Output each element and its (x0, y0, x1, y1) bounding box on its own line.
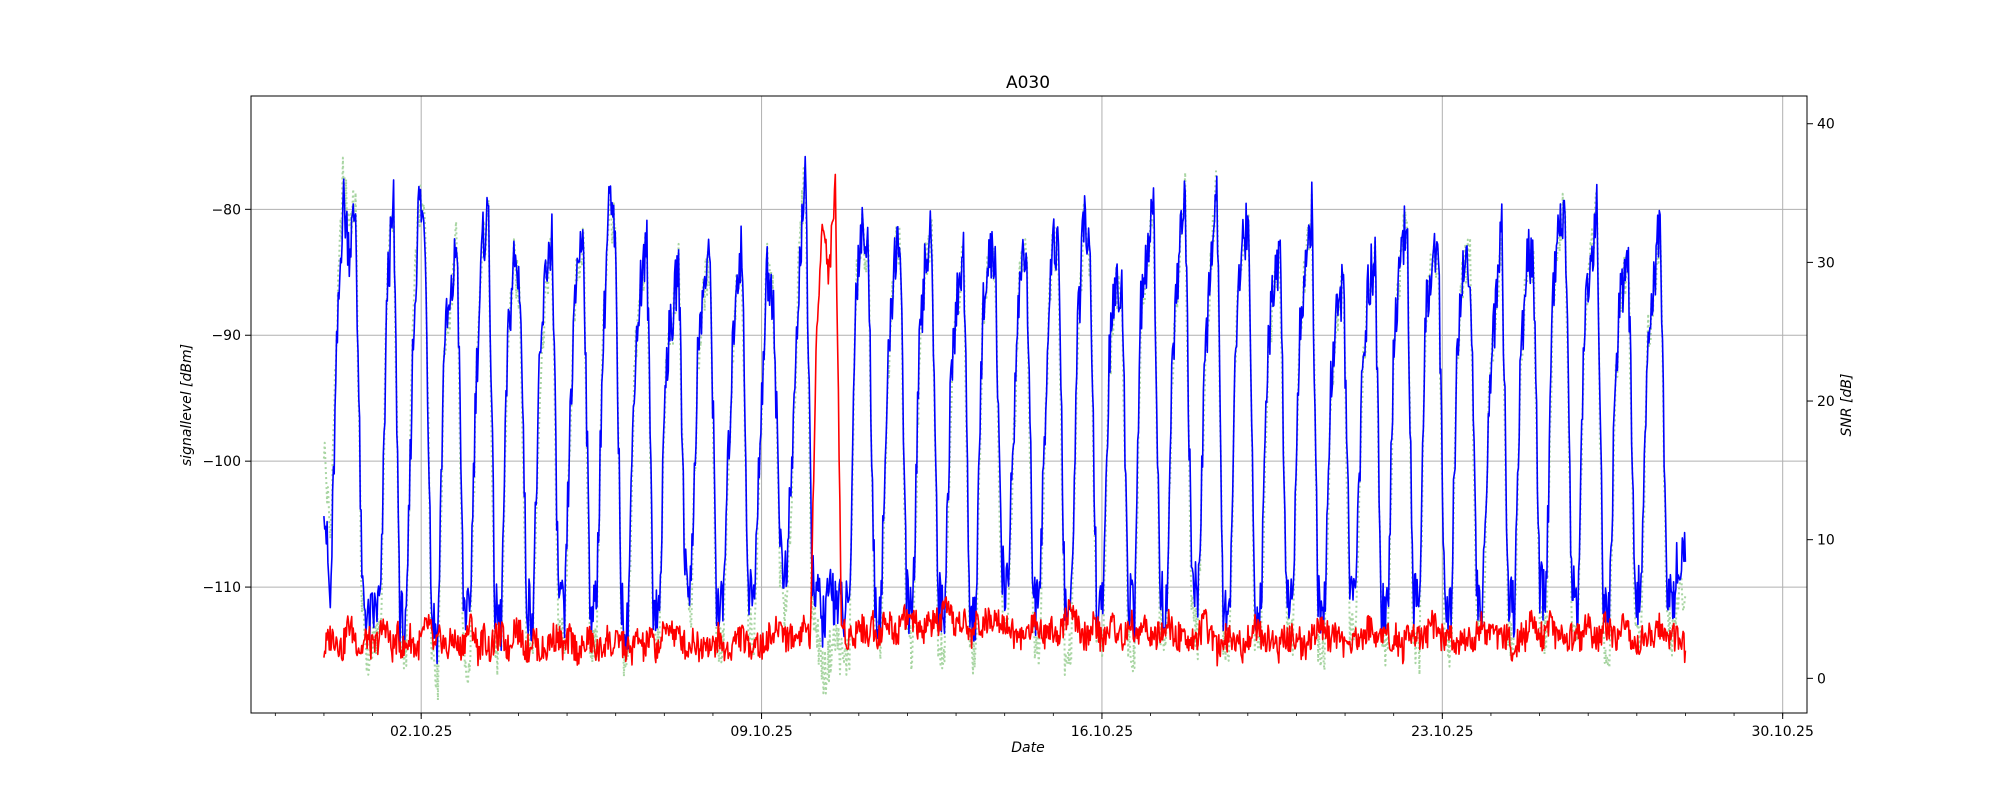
x-tick-label: 23.10.25 (1411, 724, 1473, 740)
grid-lines (251, 96, 1807, 713)
plot-series (322, 155, 1687, 702)
x-tick-label: 16.10.25 (1071, 724, 1133, 740)
series-line-2 (323, 155, 1687, 665)
y-axis-right: 0 10 20 30 40 (1807, 117, 1835, 687)
x-tick-label: 30.10.25 (1752, 724, 1814, 740)
y-left-tick-label: −100 (203, 454, 241, 470)
chart-title: A030 (1006, 73, 1050, 93)
x-axis-title: Date (1011, 740, 1044, 756)
y-axis-title-left: signallevel [dBm] (179, 344, 195, 466)
y-right-tick-label: 30 (1817, 255, 1835, 271)
y-left-tick-label: −110 (203, 580, 241, 596)
y-right-tick-label: 10 (1817, 533, 1835, 549)
x-axis: 02.10.25 09.10.25 16.10.25 23.10.25 30.10.25 (274, 713, 1814, 740)
y-right-tick-label: 20 (1817, 394, 1835, 410)
plot-frame (250, 95, 1808, 714)
x-tick-label: 09.10.25 (730, 724, 792, 740)
y-axis-title-right: SNR [dB] (1839, 374, 1855, 437)
y-left-tick-label: −90 (211, 328, 241, 344)
y-right-tick-label: 40 (1817, 117, 1835, 133)
y-right-tick-label: 0 (1817, 671, 1826, 687)
series-line-3 (323, 173, 1687, 667)
x-tick-label: 02.10.25 (390, 724, 452, 740)
y-left-tick-label: −80 (211, 202, 241, 218)
y-axis-left: −110 −100 −90 −80 (203, 202, 251, 596)
